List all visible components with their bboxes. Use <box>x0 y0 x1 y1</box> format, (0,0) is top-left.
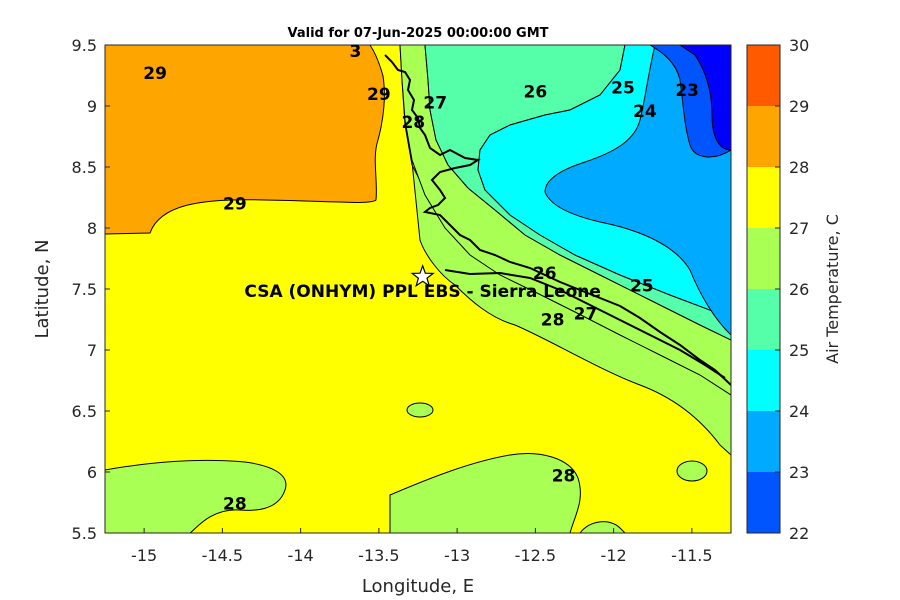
blob-6.0-east <box>676 460 708 482</box>
y-tick-label: 5.5 <box>72 524 97 543</box>
band-21-22-region <box>679 45 731 151</box>
contour-label: 28 <box>552 467 576 487</box>
y-tick-label: 8 <box>87 219 97 238</box>
x-axis-label: Longitude, E <box>362 576 474 597</box>
colorbar-label: Air Temperature, C <box>823 214 842 364</box>
x-tick-label: -11.5 <box>671 546 712 565</box>
contour-label: 28 <box>401 113 425 133</box>
colorbar-band <box>747 106 780 168</box>
contour-label: 26 <box>533 264 557 284</box>
colorbar-band <box>747 228 780 290</box>
site-marker: CSA (ONHYM) PPL EBS - Sierra Leone <box>244 264 601 302</box>
contour-label: 3 <box>349 42 361 62</box>
x-tick-label: -13.5 <box>358 546 399 565</box>
colorbar-tick-label: 29 <box>789 97 809 116</box>
contour-label: 29 <box>143 64 167 84</box>
y-axis-ticks: 9.5 9 8.5 8 7.5 7 6.5 6 5.5 <box>72 36 110 543</box>
colorbar-band <box>747 289 780 351</box>
y-axis-label: Latitude, N <box>32 240 53 339</box>
y-tick-label: 9.5 <box>72 36 97 55</box>
colorbar-tick-label: 22 <box>789 524 809 543</box>
x-tick-label: -14.5 <box>202 546 243 565</box>
contour-label: 25 <box>630 276 654 296</box>
y-tick-label: 7 <box>87 341 97 360</box>
contour-label: 28 <box>223 495 247 515</box>
colorbar-band <box>747 472 780 534</box>
contour-label: 29 <box>223 195 247 215</box>
map-plot-area <box>104 44 732 534</box>
y-tick-label: 9 <box>87 97 97 116</box>
colorbar-tick-label: 30 <box>789 36 809 55</box>
coastline <box>384 54 731 386</box>
contour-label: 25 <box>611 79 635 99</box>
band-southwest-green <box>105 459 287 533</box>
band-28-29-region <box>105 45 385 235</box>
y-tick-label: 6.5 <box>72 402 97 421</box>
contour-label: 23 <box>675 81 699 101</box>
x-tick-label: -12.5 <box>515 546 556 565</box>
colorbar-band <box>747 167 780 229</box>
colorbar-tick-label: 26 <box>789 280 809 299</box>
contour-label: 28 <box>541 311 565 331</box>
star-icon <box>410 264 435 288</box>
colorbar-band <box>747 45 780 107</box>
contour-label: 29 <box>367 85 391 105</box>
band-south-green <box>389 453 581 533</box>
colorbar-tick-label: 25 <box>789 341 809 360</box>
x-tick-label: -15 <box>131 546 157 565</box>
colorbar-band <box>747 411 780 473</box>
colorbar-tick-label: 27 <box>789 219 809 238</box>
colorbar-tick-label: 28 <box>789 158 809 177</box>
y-tick-label: 8.5 <box>72 158 97 177</box>
contour-label: 24 <box>633 102 657 122</box>
contour-label: 27 <box>574 304 598 324</box>
map-title: Valid for 07-Jun-2025 00:00:00 GMT <box>288 26 549 41</box>
island-coast <box>444 269 726 379</box>
colorbar-band <box>747 350 780 412</box>
site-label: CSA (ONHYM) PPL EBS - Sierra Leone <box>244 282 601 302</box>
x-axis-ticks: -15 -14.5 -14 -13.5 -13 -12.5 -12 -11.5 <box>131 528 713 565</box>
x-tick-label: -12 <box>601 546 627 565</box>
colorbar-tick-label: 23 <box>789 463 809 482</box>
colorbar-ticks: 30 29 28 27 26 25 24 23 22 <box>775 36 809 543</box>
contour-label: 27 <box>423 93 447 113</box>
y-tick-label: 6 <box>87 463 97 482</box>
x-tick-label: -13 <box>444 546 470 565</box>
colorbar-tick-label: 24 <box>789 402 809 421</box>
y-tick-label: 7.5 <box>72 280 97 299</box>
contour-label: 26 <box>524 82 548 102</box>
blob-6.5 <box>406 402 434 418</box>
x-tick-label: -14 <box>288 546 314 565</box>
